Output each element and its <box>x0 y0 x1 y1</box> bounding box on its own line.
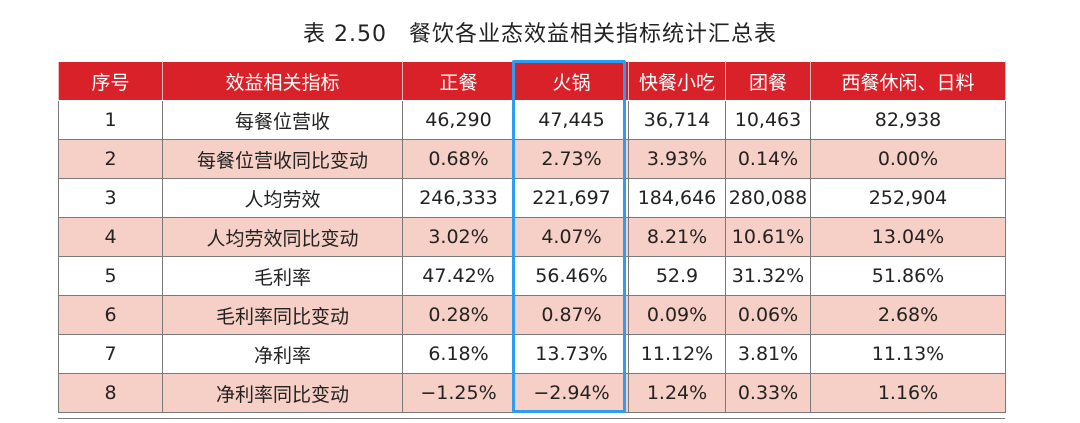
cell-western-japanese: 1.16% <box>810 373 1006 413</box>
cell-index: 2 <box>58 139 163 179</box>
cell-formal-dining: 47.42% <box>402 256 515 296</box>
cell-fast-food: 1.24% <box>628 373 726 413</box>
caption-title: 餐饮各业态效益相关指标统计汇总表 <box>408 22 777 47</box>
cell-hotpot: 56.46% <box>514 256 629 296</box>
header-fast-food: 快餐小吃 <box>628 61 726 101</box>
cell-hotpot: −2.94% <box>514 373 629 413</box>
table-row: 7 净利率 6.18% 13.73% 11.12% 3.81% 11.13% <box>58 334 1006 374</box>
cell-index: 8 <box>58 373 163 413</box>
cell-metric: 人均劳效 <box>162 178 403 218</box>
cell-fast-food: 184,646 <box>628 178 726 218</box>
header-metric: 效益相关指标 <box>162 61 403 101</box>
metrics-table: 序号 效益相关指标 正餐 火锅 快餐小吃 团餐 西餐休闲、日料 1 每餐位营收 46… <box>58 61 1006 413</box>
table-bottom-edge <box>58 418 1005 423</box>
cell-western-japanese: 0.00% <box>810 139 1006 179</box>
header-formal-dining: 正餐 <box>402 61 515 101</box>
cell-formal-dining: 0.28% <box>402 295 515 335</box>
cell-hotpot: 2.73% <box>514 139 629 179</box>
cell-group-meal: 280,088 <box>725 178 811 218</box>
cell-fast-food: 3.93% <box>628 139 726 179</box>
cell-fast-food: 52.9 <box>628 256 726 296</box>
cell-formal-dining: 0.68% <box>402 139 515 179</box>
cell-hotpot: 47,445 <box>514 100 629 140</box>
caption-number: 表 2.50 <box>303 22 387 47</box>
cell-western-japanese: 252,904 <box>810 178 1006 218</box>
cell-fast-food: 0.09% <box>628 295 726 335</box>
cell-hotpot: 13.73% <box>514 334 629 374</box>
cell-formal-dining: 6.18% <box>402 334 515 374</box>
cell-index: 1 <box>58 100 163 140</box>
cell-formal-dining: −1.25% <box>402 373 515 413</box>
cell-group-meal: 0.06% <box>725 295 811 335</box>
table-caption: 表 2.50 餐饮各业态效益相关指标统计汇总表 <box>0 16 1080 48</box>
cell-formal-dining: 3.02% <box>402 217 515 257</box>
cell-metric: 净利率同比变动 <box>162 373 403 413</box>
cell-metric: 毛利率同比变动 <box>162 295 403 335</box>
table-row: 4 人均劳效同比变动 3.02% 4.07% 8.21% 10.61% 13.04% <box>58 217 1006 257</box>
table-row: 6 毛利率同比变动 0.28% 0.87% 0.09% 0.06% 2.68% <box>58 295 1006 335</box>
header-group-meal: 团餐 <box>725 61 811 101</box>
header-western-japanese: 西餐休闲、日料 <box>810 61 1006 101</box>
cell-group-meal: 0.33% <box>725 373 811 413</box>
cell-fast-food: 36,714 <box>628 100 726 140</box>
cell-index: 6 <box>58 295 163 335</box>
cell-western-japanese: 51.86% <box>810 256 1006 296</box>
cell-western-japanese: 82,938 <box>810 100 1006 140</box>
cell-western-japanese: 13.04% <box>810 217 1006 257</box>
cell-group-meal: 10.61% <box>725 217 811 257</box>
header-index: 序号 <box>58 61 163 101</box>
cell-western-japanese: 2.68% <box>810 295 1006 335</box>
cell-fast-food: 8.21% <box>628 217 726 257</box>
cell-metric: 每餐位营收同比变动 <box>162 139 403 179</box>
cell-group-meal: 3.81% <box>725 334 811 374</box>
cell-index: 3 <box>58 178 163 218</box>
header-hotpot: 火锅 <box>514 61 629 101</box>
table-row: 1 每餐位营收 46,290 47,445 36,714 10,463 82,938 <box>58 100 1006 140</box>
cell-fast-food: 11.12% <box>628 334 726 374</box>
cell-group-meal: 10,463 <box>725 100 811 140</box>
cell-index: 7 <box>58 334 163 374</box>
cell-formal-dining: 246,333 <box>402 178 515 218</box>
cell-hotpot: 4.07% <box>514 217 629 257</box>
cell-hotpot: 0.87% <box>514 295 629 335</box>
cell-metric: 人均劳效同比变动 <box>162 217 403 257</box>
table-row: 3 人均劳效 246,333 221,697 184,646 280,088 252,904 <box>58 178 1006 218</box>
table-row: 8 净利率同比变动 −1.25% −2.94% 1.24% 0.33% 1.16% <box>58 373 1006 413</box>
cell-formal-dining: 46,290 <box>402 100 515 140</box>
table-row: 5 毛利率 47.42% 56.46% 52.9 31.32% 51.86% <box>58 256 1006 296</box>
cell-group-meal: 31.32% <box>725 256 811 296</box>
table-row: 2 每餐位营收同比变动 0.68% 2.73% 3.93% 0.14% 0.00% <box>58 139 1006 179</box>
table-header-row: 序号 效益相关指标 正餐 火锅 快餐小吃 团餐 西餐休闲、日料 <box>58 61 1006 101</box>
cell-metric: 净利率 <box>162 334 403 374</box>
cell-hotpot: 221,697 <box>514 178 629 218</box>
cell-metric: 每餐位营收 <box>162 100 403 140</box>
cell-western-japanese: 11.13% <box>810 334 1006 374</box>
cell-index: 4 <box>58 217 163 257</box>
cell-metric: 毛利率 <box>162 256 403 296</box>
cell-group-meal: 0.14% <box>725 139 811 179</box>
cell-index: 5 <box>58 256 163 296</box>
